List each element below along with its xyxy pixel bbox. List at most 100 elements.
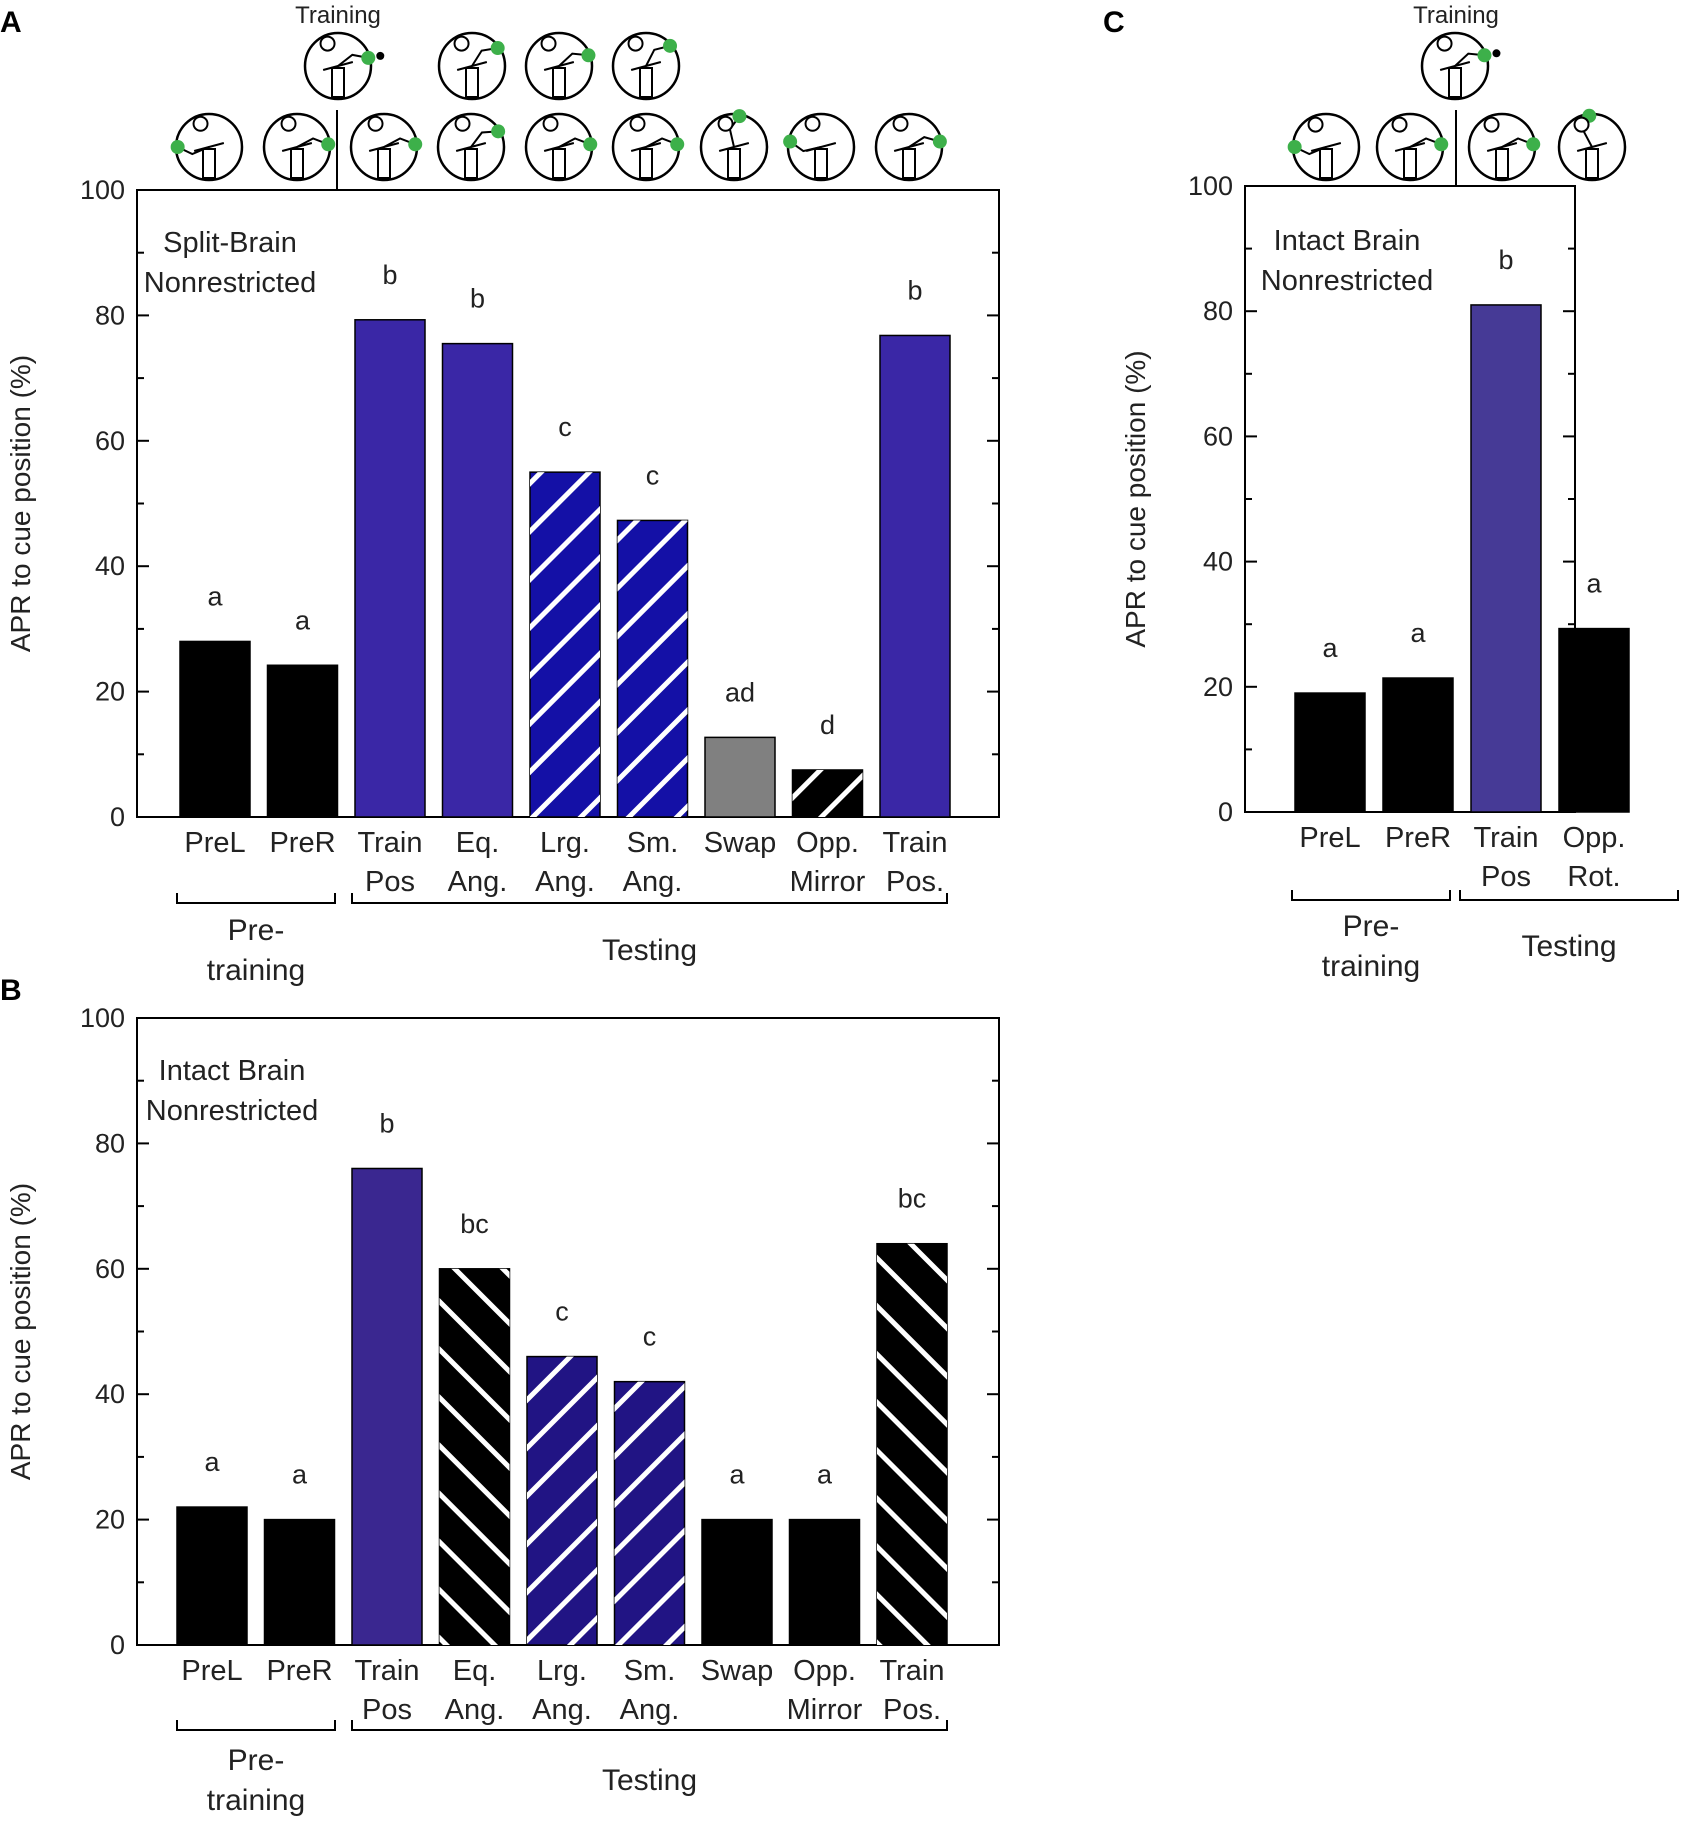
icon-body xyxy=(1319,148,1333,179)
bar-hatch xyxy=(439,1268,510,1645)
icon-dot xyxy=(583,137,598,152)
category-label: Sm. xyxy=(627,827,679,859)
y-tick-label: 0 xyxy=(110,1630,125,1660)
icon-body xyxy=(639,67,653,98)
icon-cue xyxy=(376,51,385,60)
category-label: Train xyxy=(880,1655,945,1687)
category-label: Swap xyxy=(701,1655,774,1687)
icon-dot xyxy=(783,134,798,149)
group-label: training xyxy=(207,1784,305,1817)
bar xyxy=(441,342,514,818)
significance-label: a xyxy=(1586,569,1602,599)
category-label: Ang. xyxy=(448,866,508,898)
icon-hollow-dot xyxy=(319,35,336,52)
y-tick-label: 60 xyxy=(1203,421,1233,451)
category-label: Ang. xyxy=(535,866,595,898)
category-label: Train xyxy=(358,827,423,859)
arm-icon xyxy=(874,112,947,182)
significance-label: c xyxy=(558,412,572,442)
category-label: Train xyxy=(1474,822,1539,854)
significance-label: a xyxy=(204,1447,220,1477)
y-tick-label: 40 xyxy=(95,551,125,581)
y-axis-label: APR to cue position (%) xyxy=(5,1183,36,1480)
icon-dot xyxy=(581,48,596,63)
significance-label: c xyxy=(555,1297,569,1327)
significance-label: a xyxy=(207,581,223,611)
y-tick-label: 80 xyxy=(95,300,125,330)
group-bracket xyxy=(351,1720,948,1731)
arm-icon xyxy=(524,112,598,182)
icon-hollow-dot xyxy=(280,115,297,132)
bar xyxy=(354,319,426,818)
significance-label: a xyxy=(295,605,311,635)
y-tick-label: 20 xyxy=(95,1505,125,1535)
significance-label: bc xyxy=(460,1209,489,1239)
group-label: Pre- xyxy=(1343,910,1400,943)
training-label: Training xyxy=(1413,2,1499,29)
icon-body xyxy=(902,148,916,179)
significance-label: b xyxy=(1498,245,1513,275)
significance-label: a xyxy=(1322,633,1338,663)
group-bracket xyxy=(1459,890,1679,901)
category-label: PreL xyxy=(181,1655,242,1687)
icon-hollow-dot xyxy=(540,35,557,52)
category-label: Ang. xyxy=(623,866,683,898)
category-label: Ang. xyxy=(532,1694,592,1726)
y-tick-label: 60 xyxy=(95,1254,125,1284)
group-label: Testing xyxy=(602,934,697,967)
icon-cue xyxy=(1492,49,1501,58)
bar xyxy=(1382,677,1454,813)
icon-body xyxy=(1585,148,1599,179)
arm-icon xyxy=(349,112,423,182)
group-label: Pre- xyxy=(228,914,285,947)
arm-icon xyxy=(611,112,685,182)
icon-dot xyxy=(1287,140,1302,154)
bar-hatch xyxy=(527,1356,597,1645)
category-label: Eq. xyxy=(453,1655,497,1687)
arm-icon-top xyxy=(524,31,596,101)
significance-label: c xyxy=(646,460,660,490)
category-label: Lrg. xyxy=(537,1655,587,1687)
y-tick-label: 80 xyxy=(95,1128,125,1158)
icon-body xyxy=(465,67,479,98)
category-label: Eq. xyxy=(456,827,500,859)
category-label: PreR xyxy=(269,827,335,859)
icon-dot xyxy=(1526,137,1541,152)
icon-body xyxy=(202,148,216,179)
icon-hollow-dot xyxy=(627,35,644,52)
category-label: PreL xyxy=(184,827,245,859)
arm-icon xyxy=(1375,112,1449,182)
category-label: Opp. xyxy=(1563,822,1626,854)
y-tick-label: 0 xyxy=(1218,797,1233,827)
y-tick-label: 0 xyxy=(110,802,125,832)
icon-hollow-dot xyxy=(892,115,909,132)
y-axis-label: APR to cue position (%) xyxy=(5,355,36,652)
category-label: PreR xyxy=(266,1655,332,1687)
icon-dot xyxy=(732,109,747,124)
bar xyxy=(351,1167,423,1646)
bar-hatch xyxy=(792,769,863,817)
bar xyxy=(879,334,951,818)
icon-dot xyxy=(408,137,423,152)
inset-label: Nonrestricted xyxy=(1261,265,1433,297)
group-label: training xyxy=(1322,950,1420,983)
bar xyxy=(266,664,339,818)
category-label: Lrg. xyxy=(540,827,590,859)
icon-dot xyxy=(932,134,947,149)
y-tick-label: 100 xyxy=(80,1003,125,1033)
bar xyxy=(1294,692,1366,813)
category-label: Pos. xyxy=(883,1694,941,1726)
bar xyxy=(1558,627,1630,813)
icon-body xyxy=(1495,148,1509,179)
panel-letter: B xyxy=(0,974,22,1007)
bar xyxy=(788,1518,861,1646)
icon-dot xyxy=(1434,137,1449,152)
icon-dot xyxy=(670,137,685,152)
arm-icon xyxy=(1557,108,1627,182)
icon-hollow-dot xyxy=(1483,116,1500,133)
category-label: PreL xyxy=(1299,822,1360,854)
icon-hollow-dot xyxy=(717,115,734,132)
category-label: Mirror xyxy=(787,1694,863,1726)
arm-icon-top xyxy=(1420,31,1501,101)
